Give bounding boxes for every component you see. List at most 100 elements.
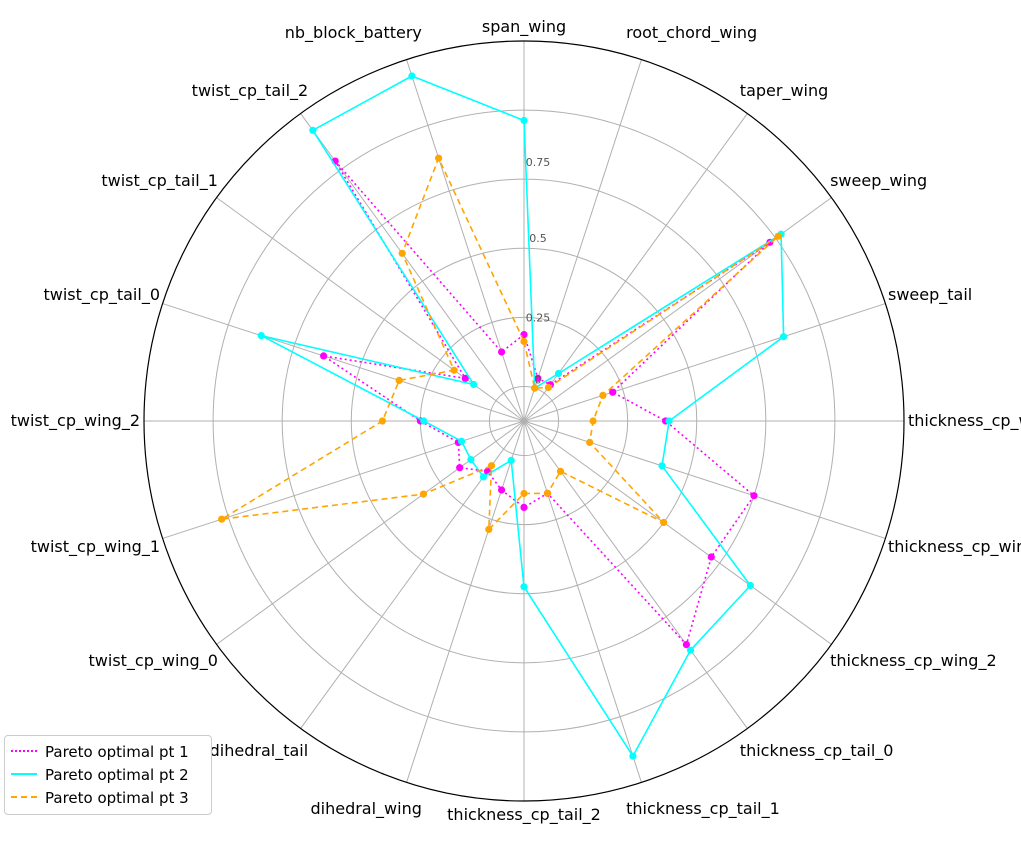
series-2-point bbox=[780, 333, 788, 341]
legend-label-series-1: Pareto optimal pt 1 bbox=[45, 742, 189, 761]
axis-label-thickness-cp-wing-2: thickness_cp_wing_2 bbox=[830, 651, 997, 671]
series-1-point bbox=[320, 352, 328, 360]
series-1-point bbox=[498, 348, 506, 356]
series-3-point bbox=[520, 337, 528, 346]
series-3-point bbox=[218, 515, 226, 523]
legend-swatch-series-3 bbox=[11, 795, 37, 800]
axis-label-thickness-cp-tail-2: thickness_cp_tail_2 bbox=[447, 805, 601, 825]
series-2-point bbox=[479, 473, 487, 481]
series-3-point bbox=[660, 518, 668, 527]
grid-spoke bbox=[216, 420, 525, 645]
series-2-point bbox=[629, 752, 637, 760]
series-3-point bbox=[485, 525, 493, 534]
series-3-point bbox=[487, 462, 496, 470]
axis-label-root-chord-wing: root_chord_wing bbox=[626, 23, 757, 43]
radial-tick-label: 0 bbox=[535, 374, 542, 387]
grid-spoke bbox=[523, 420, 642, 783]
axis-label-dihedral-wing: dihedral_wing bbox=[310, 799, 421, 819]
axis-label-nb-block-battery: nb_block_battery bbox=[285, 23, 422, 43]
legend-label-series-2: Pareto optimal pt 2 bbox=[45, 765, 189, 784]
axis-labels: 0 0.25 0.5 0.75 span_wing root_chord_wingtape… bbox=[11, 17, 1021, 825]
grid-spoke bbox=[523, 420, 886, 539]
series-2-point bbox=[257, 332, 265, 340]
axis-label-sweep-tail: sweep_tail bbox=[888, 285, 972, 305]
series-3-point bbox=[395, 376, 403, 384]
series-1-point bbox=[707, 553, 715, 561]
series-3-point bbox=[398, 249, 406, 257]
series-2-point bbox=[520, 116, 528, 125]
series-3-point bbox=[589, 417, 597, 425]
axis-label-dihedral-tail: dihedral_tail bbox=[210, 741, 309, 761]
grid-spoke bbox=[406, 420, 525, 783]
series-1-point bbox=[520, 503, 528, 511]
series-2-point bbox=[408, 72, 416, 80]
axis-label-thickness-cp-wing-1: thickness_cp_wing_1 bbox=[888, 537, 1021, 557]
legend-label-series-3: Pareto optimal pt 3 bbox=[45, 788, 189, 807]
legend-item-series-3: Pareto optimal pt 3 bbox=[11, 786, 211, 809]
series-1-point bbox=[682, 641, 691, 649]
axis-label-thickness-cp-tail-1: thickness_cp_tail_1 bbox=[626, 799, 780, 819]
axis-label-thickness-cp-wing-0: thickness_cp_wing_0 bbox=[908, 411, 1021, 431]
grid-spoke bbox=[406, 59, 525, 422]
grid-spoke bbox=[523, 420, 748, 729]
grid-spoke bbox=[523, 197, 832, 422]
series-2-point bbox=[658, 462, 666, 470]
series-3-point bbox=[556, 467, 565, 475]
grid-spoke bbox=[523, 59, 642, 422]
series-2-point bbox=[467, 456, 475, 464]
grid-spoke bbox=[162, 420, 525, 539]
axis-label-thickness-cp-tail-0: thickness_cp_tail_0 bbox=[740, 741, 894, 761]
legend-item-series-1: Pareto optimal pt 1 bbox=[11, 740, 211, 763]
series-1-point bbox=[461, 374, 469, 382]
polar-frame bbox=[143, 40, 905, 802]
axis-label-sweep-wing: sweep_wing bbox=[830, 171, 927, 191]
grid-spoke bbox=[523, 303, 886, 422]
series-2-point bbox=[420, 417, 428, 425]
series-3-point bbox=[435, 154, 443, 162]
axis-label-twist-cp-tail-2: twist_cp_tail_2 bbox=[192, 81, 309, 101]
axis-label-twist-cp-wing-0: twist_cp_wing_0 bbox=[89, 651, 218, 671]
axis-label-span-wing: span_wing bbox=[482, 17, 566, 37]
legend: Pareto optimal pt 1 Pareto optimal pt 2 … bbox=[4, 735, 212, 815]
grid-spoke bbox=[523, 420, 832, 645]
axis-label-twist-cp-tail-1: twist_cp_tail_1 bbox=[101, 171, 218, 191]
axis-label-twist-cp-tail-0: twist_cp_tail_0 bbox=[43, 285, 160, 305]
series-1-point bbox=[750, 492, 758, 500]
legend-swatch-series-2 bbox=[11, 772, 37, 777]
series-1-point bbox=[456, 464, 464, 472]
series-3-point bbox=[586, 438, 594, 446]
axis-label-twist-cp-wing-1: twist_cp_wing_1 bbox=[31, 537, 160, 557]
axis-label-twist-cp-wing-2: twist_cp_wing_2 bbox=[11, 411, 140, 431]
radial-tick-label: 0.75 bbox=[526, 156, 551, 169]
series-1-point bbox=[609, 388, 617, 396]
series-3-point bbox=[543, 489, 552, 497]
radar-grid bbox=[143, 40, 905, 802]
series-3-point bbox=[544, 383, 553, 392]
legend-swatch-series-1 bbox=[11, 749, 37, 754]
series-2-point bbox=[665, 417, 673, 425]
series-2-point bbox=[686, 646, 695, 654]
radial-tick-label: 0.5 bbox=[529, 232, 547, 245]
series-1-point bbox=[534, 374, 542, 382]
series-2-point bbox=[746, 581, 755, 590]
series-1-point bbox=[498, 486, 506, 494]
series-3-point bbox=[520, 489, 528, 498]
series-2-point bbox=[520, 583, 528, 591]
series-2-point bbox=[458, 437, 466, 445]
series-line-3 bbox=[220, 157, 780, 531]
series-3-point bbox=[378, 417, 386, 425]
grid-spoke bbox=[216, 197, 525, 422]
series-2-point bbox=[507, 456, 515, 464]
series-3-point bbox=[450, 366, 458, 374]
series-3-point bbox=[774, 232, 782, 240]
series-3-point bbox=[419, 490, 427, 498]
grid-spoke bbox=[162, 303, 525, 422]
radar-series bbox=[218, 72, 788, 760]
radial-tick-label: 0.25 bbox=[526, 311, 551, 324]
series-2-point bbox=[470, 380, 478, 389]
grid-spoke bbox=[523, 113, 748, 422]
series-3-point bbox=[531, 384, 539, 392]
legend-item-series-2: Pareto optimal pt 2 bbox=[11, 763, 211, 786]
axis-label-taper-wing: taper_wing bbox=[740, 81, 828, 101]
